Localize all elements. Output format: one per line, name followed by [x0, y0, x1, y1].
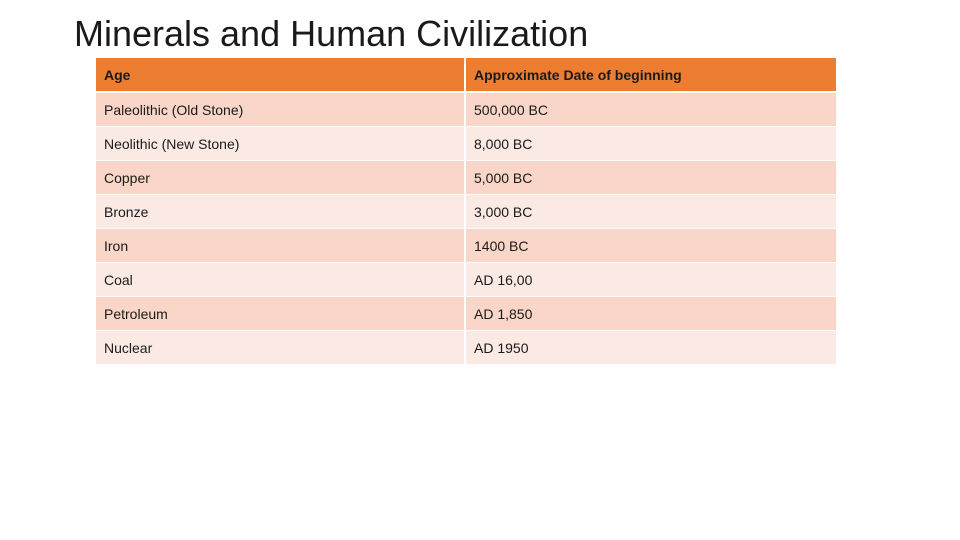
table-body: Paleolithic (Old Stone) 500,000 BC Neoli… [96, 92, 836, 365]
age-cell: Iron [96, 228, 466, 263]
date-cell: 5,000 BC [465, 160, 836, 195]
table-row: Paleolithic (Old Stone) 500,000 BC [96, 92, 836, 127]
table-row: Copper 5,000 BC [96, 160, 836, 195]
table-row: Neolithic (New Stone) 8,000 BC [96, 126, 836, 161]
age-cell: Paleolithic (Old Stone) [96, 92, 466, 127]
date-cell: 500,000 BC [465, 92, 836, 127]
age-cell: Bronze [96, 194, 466, 229]
date-cell: 3,000 BC [465, 194, 836, 229]
table-row: Coal AD 16,00 [96, 262, 836, 297]
table-row: Nuclear AD 1950 [96, 330, 836, 365]
date-cell: 8,000 BC [465, 126, 836, 161]
age-cell: Neolithic (New Stone) [96, 126, 466, 161]
minerals-table: Age Approximate Date of beginning Paleol… [96, 58, 836, 365]
column-header-age: Age [96, 58, 466, 93]
age-cell: Petroleum [96, 296, 466, 331]
table-row: Bronze 3,000 BC [96, 194, 836, 229]
age-cell: Nuclear [96, 330, 466, 365]
date-cell: AD 1950 [465, 330, 836, 365]
column-header-date: Approximate Date of beginning [465, 58, 836, 93]
table-row: Iron 1400 BC [96, 228, 836, 263]
data-table: Age Approximate Date of beginning Paleol… [96, 58, 836, 365]
age-cell: Copper [96, 160, 466, 195]
date-cell: 1400 BC [465, 228, 836, 263]
age-cell: Coal [96, 262, 466, 297]
page-title: Minerals and Human Civilization [74, 13, 589, 54]
header-row: Age Approximate Date of beginning [96, 58, 836, 93]
table-row: Petroleum AD 1,850 [96, 296, 836, 331]
date-cell: AD 1,850 [465, 296, 836, 331]
date-cell: AD 16,00 [465, 262, 836, 297]
table-header: Age Approximate Date of beginning [96, 58, 836, 93]
